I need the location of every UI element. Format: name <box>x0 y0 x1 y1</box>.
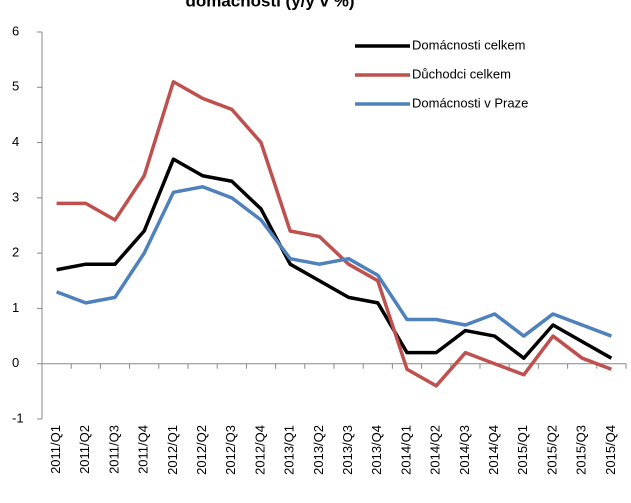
line-series <box>56 157 613 360</box>
x-tick-label: 2013/Q1 <box>282 425 297 475</box>
legend-label: Důchodci celkem <box>412 66 511 81</box>
y-tick-label: 2 <box>12 245 19 260</box>
legend-label: Domácnosti v Praze <box>412 95 528 110</box>
x-tick-label: 2012/Q2 <box>194 425 209 475</box>
x-tick-label: 2011/Q3 <box>106 425 121 474</box>
x-tick-label: 2013/Q4 <box>369 425 384 475</box>
line-series <box>56 80 613 388</box>
x-tick-label: 2011/Q2 <box>77 425 92 474</box>
x-tick-label: 2015/Q4 <box>603 425 618 475</box>
x-tick-label: 2014/Q2 <box>428 425 443 475</box>
chart-title: domácností (y/y v %) <box>185 0 354 10</box>
y-tick-label: 0 <box>12 355 19 370</box>
x-tick-label: 2011/Q4 <box>136 425 151 474</box>
y-tick-label: 6 <box>12 23 19 38</box>
y-tick-label: 3 <box>12 189 19 204</box>
x-tick-label: 2013/Q3 <box>340 425 355 475</box>
x-tick-label: 2015/Q2 <box>544 425 559 475</box>
x-tick-label: 2014/Q1 <box>398 425 413 475</box>
line-series <box>55 185 613 338</box>
x-tick-label: 2012/Q3 <box>223 425 238 475</box>
x-tick-label: 2012/Q1 <box>165 425 180 475</box>
y-tick-label: 5 <box>12 79 19 94</box>
y-tick-label: 4 <box>12 134 19 149</box>
x-tick-label: 2015/Q3 <box>574 425 589 475</box>
x-tick-label: 2014/Q4 <box>486 425 501 475</box>
x-tick-label: 2012/Q4 <box>252 425 267 475</box>
x-tick-label: 2014/Q3 <box>457 425 472 475</box>
y-tick-label: 1 <box>12 300 19 315</box>
legend-label: Domácnosti celkem <box>412 37 525 52</box>
x-tick-label: 2011/Q1 <box>48 425 63 474</box>
x-tick-label: 2013/Q2 <box>311 425 326 475</box>
x-tick-label: 2015/Q1 <box>515 425 530 475</box>
y-tick-label: -1 <box>12 410 24 425</box>
